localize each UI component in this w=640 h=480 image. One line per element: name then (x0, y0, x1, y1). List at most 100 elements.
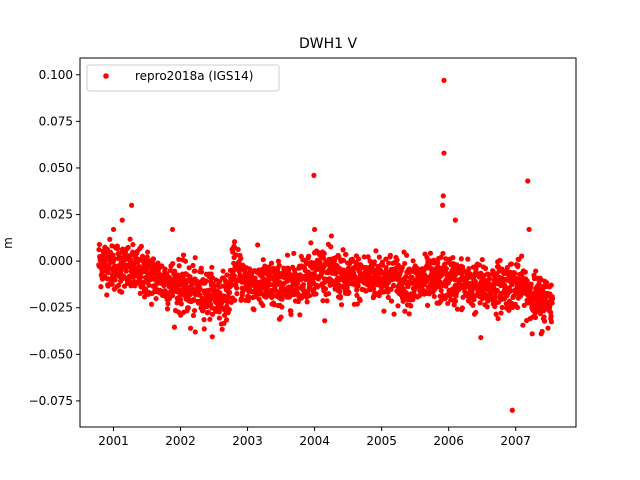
data-point (279, 304, 284, 309)
data-point (128, 237, 133, 242)
data-point (203, 278, 208, 283)
data-point (238, 256, 243, 261)
data-point (389, 298, 394, 303)
data-point (388, 253, 393, 258)
data-point (391, 312, 396, 317)
outlier-point (278, 314, 283, 319)
data-point (234, 285, 239, 290)
data-point (220, 327, 225, 332)
data-point (191, 313, 196, 318)
data-point (473, 310, 478, 315)
data-point (308, 240, 313, 245)
data-point (509, 261, 514, 266)
data-point (301, 282, 306, 287)
data-point (338, 294, 343, 299)
outlier-point (441, 150, 446, 155)
legend-entry-label: repro2018a (IGS14) (135, 69, 253, 83)
y-tick-label: −0.075 (29, 394, 73, 408)
data-point (377, 255, 382, 260)
data-point (432, 294, 437, 299)
data-point (465, 257, 470, 262)
x-tick-label: 2004 (299, 434, 330, 448)
data-point (328, 244, 333, 249)
data-point (255, 242, 260, 247)
outlier-point (193, 329, 198, 334)
data-point (440, 251, 445, 256)
data-point (324, 298, 329, 303)
data-point (163, 267, 168, 272)
data-point (170, 261, 175, 266)
outlier-point (526, 227, 531, 232)
data-point (177, 263, 182, 268)
data-point (542, 319, 547, 324)
data-point (138, 274, 143, 279)
data-point (186, 305, 191, 310)
data-point (466, 266, 471, 271)
data-point (192, 308, 197, 313)
outlier-point (539, 331, 544, 336)
data-point (297, 312, 302, 317)
data-point (217, 315, 222, 320)
data-point (232, 239, 237, 244)
data-point (153, 296, 158, 301)
y-tick-label: 0.000 (39, 254, 73, 268)
data-point (519, 254, 524, 259)
chart-title: DWH1 V (299, 36, 358, 52)
data-point (545, 326, 550, 331)
data-point (407, 311, 412, 316)
data-point (485, 304, 490, 309)
data-point (130, 242, 135, 247)
data-point (550, 296, 555, 301)
x-tick-label: 2003 (232, 434, 263, 448)
outlier-point (129, 203, 134, 208)
data-point (217, 309, 222, 314)
data-point (530, 331, 535, 336)
data-point (139, 244, 144, 249)
data-point (402, 261, 407, 266)
data-point (227, 290, 232, 295)
data-point (497, 258, 502, 263)
data-point (425, 303, 430, 308)
legend-marker (103, 73, 109, 79)
data-point (404, 253, 409, 258)
data-point (285, 253, 290, 258)
x-tick-label: 2001 (98, 434, 129, 448)
data-point (322, 318, 327, 323)
outlier-point (525, 178, 530, 183)
data-point (544, 280, 549, 285)
y-axis-label: m (1, 237, 15, 249)
data-point (220, 268, 225, 273)
outlier-point (510, 408, 515, 413)
data-point (151, 257, 156, 262)
data-point (207, 317, 212, 322)
data-point (373, 248, 378, 253)
data-point (326, 291, 331, 296)
data-point (269, 261, 274, 266)
data-point (520, 323, 525, 328)
outlier-point (453, 218, 458, 223)
data-point (313, 291, 318, 296)
data-point (115, 246, 120, 251)
data-point (346, 290, 351, 295)
data-point (402, 309, 407, 314)
data-point (450, 255, 455, 260)
data-point (183, 259, 188, 264)
outlier-point (111, 227, 116, 232)
data-point (234, 291, 239, 296)
data-point (113, 277, 118, 282)
data-point (322, 251, 327, 256)
data-point (495, 316, 500, 321)
data-point (210, 334, 215, 339)
data-point (395, 257, 400, 262)
data-point (343, 252, 348, 257)
data-point (202, 326, 207, 331)
data-point (548, 314, 553, 319)
data-point (459, 256, 464, 261)
y-tick-label: −0.025 (29, 301, 73, 315)
data-point (277, 263, 282, 268)
data-point (288, 312, 293, 317)
x-tick-label: 2007 (500, 434, 531, 448)
outlier-point (120, 218, 125, 223)
data-point (97, 242, 102, 247)
